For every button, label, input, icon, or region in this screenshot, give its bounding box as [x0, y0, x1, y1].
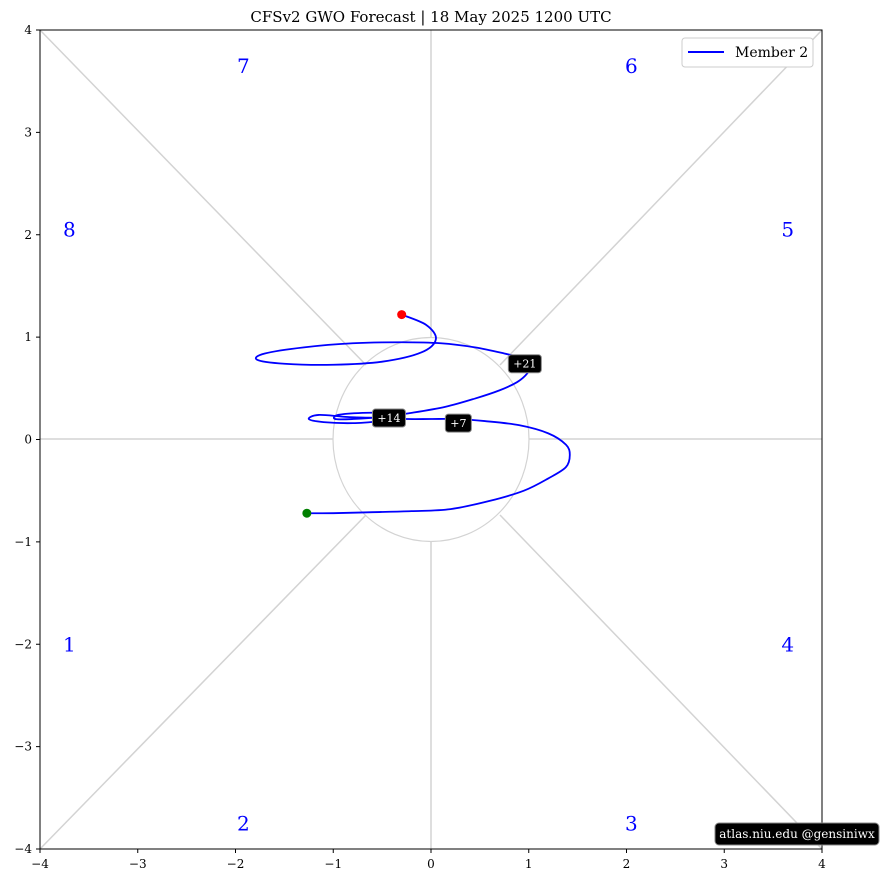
x-tick-label: −2: [227, 857, 245, 871]
x-tick-label: −4: [31, 857, 49, 871]
credit-box: [714, 822, 880, 846]
day-label-box: [371, 408, 406, 428]
phase-labels: 1 2 3 4 5 6 7 8: [63, 54, 794, 836]
credit-text: atlas.niu.edu @gensiniwx: [719, 827, 875, 841]
y-tick-label: 1: [24, 330, 32, 344]
day-label: +7: [450, 417, 466, 430]
phase-label-3: 3: [625, 811, 638, 835]
day-label: +14: [377, 412, 400, 425]
x-tick-label: 2: [623, 857, 631, 871]
phase-label-1: 1: [63, 632, 76, 656]
diagonal-guide-upper-right: [499, 29, 823, 366]
y-axis: −4 −3 −2 −1 0 1 2 3 4: [14, 23, 40, 856]
y-tick-label: −1: [14, 535, 32, 549]
phase-guides: [39, 29, 823, 850]
x-tick-label: −3: [129, 857, 147, 871]
x-axis: −4 −3 −2 −1 0 1 2 3 4: [31, 849, 826, 871]
y-tick-label: −2: [14, 637, 32, 651]
phase-label-7: 7: [237, 54, 250, 78]
day-label-box: [507, 354, 542, 374]
legend-box: [681, 37, 814, 68]
y-tick-label: −4: [14, 842, 32, 856]
x-tick-label: 3: [720, 857, 728, 871]
day-label-box: [444, 413, 472, 433]
diagonal-guide-lower-right: [499, 514, 823, 850]
x-tick-label: 1: [525, 857, 533, 871]
y-tick-label: 2: [24, 228, 32, 242]
series-layer: +7 +14 +21: [254, 310, 571, 518]
phase-label-6: 6: [625, 54, 638, 78]
credit-badge: atlas.niu.edu @gensiniwx: [714, 822, 880, 846]
diagonal-guide-upper-left: [39, 29, 367, 366]
y-tick-label: 3: [24, 125, 32, 139]
legend: Member 2: [681, 37, 814, 68]
day-label: +21: [513, 358, 536, 371]
diagonal-guide-lower-left: [39, 514, 367, 850]
series-line-member-2: [254, 313, 571, 515]
end-point-marker: [397, 310, 407, 320]
legend-entry-member-2: Member 2: [735, 45, 808, 61]
y-tick-label: 4: [24, 23, 32, 37]
x-tick-label: −1: [324, 857, 342, 871]
phase-label-5: 5: [781, 218, 794, 242]
x-tick-label: 4: [818, 857, 826, 871]
start-point-marker: [302, 508, 312, 518]
phase-label-2: 2: [237, 811, 250, 835]
chart-title: CFSv2 GWO Forecast | 18 May 2025 1200 UT…: [250, 8, 611, 26]
x-tick-label: 0: [427, 857, 435, 871]
unit-circle: [332, 336, 530, 543]
phase-label-8: 8: [63, 218, 76, 242]
y-tick-label: −3: [14, 740, 32, 754]
phase-label-4: 4: [781, 632, 794, 656]
y-tick-label: 0: [24, 433, 32, 447]
